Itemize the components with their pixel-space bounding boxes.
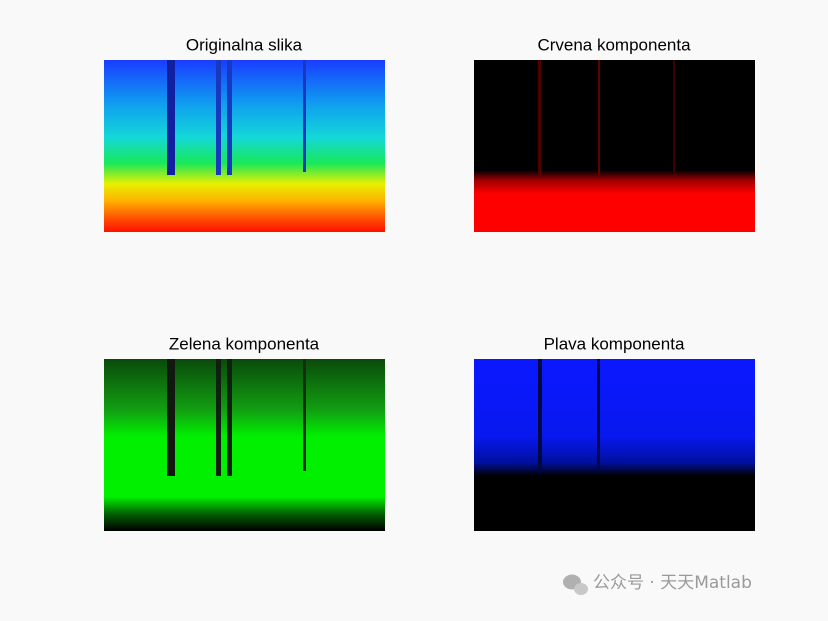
image [104, 359, 385, 531]
stripe [538, 359, 542, 473]
panel-title: Originalna slika [186, 35, 303, 54]
stripe [597, 359, 600, 471]
stripe [216, 359, 221, 476]
panel-title: Plava komponenta [544, 334, 685, 353]
panel-original: Originalna slika [104, 35, 385, 232]
image [104, 60, 385, 232]
stripe [598, 60, 600, 175]
stripe [538, 60, 541, 175]
stripe [227, 60, 232, 175]
wechat-icon [574, 583, 588, 595]
panel-title: Crvena komponenta [537, 35, 691, 54]
stripe [303, 359, 306, 471]
stripe [227, 359, 232, 476]
stripe [673, 60, 675, 172]
image [474, 60, 755, 232]
panel-green: Zelena komponenta [104, 334, 385, 531]
stripe [167, 60, 175, 175]
panel-red: Crvena komponenta [474, 35, 755, 232]
watermark-text: 公众号 · 天天Matlab [593, 573, 752, 593]
stripe [167, 359, 175, 476]
panel-blue: Plava komponenta [474, 334, 755, 531]
stripe [303, 60, 306, 172]
stripe [216, 60, 221, 175]
image [474, 359, 755, 531]
panel-title: Zelena komponenta [169, 334, 320, 353]
watermark: 公众号 · 天天Matlab [563, 573, 752, 595]
